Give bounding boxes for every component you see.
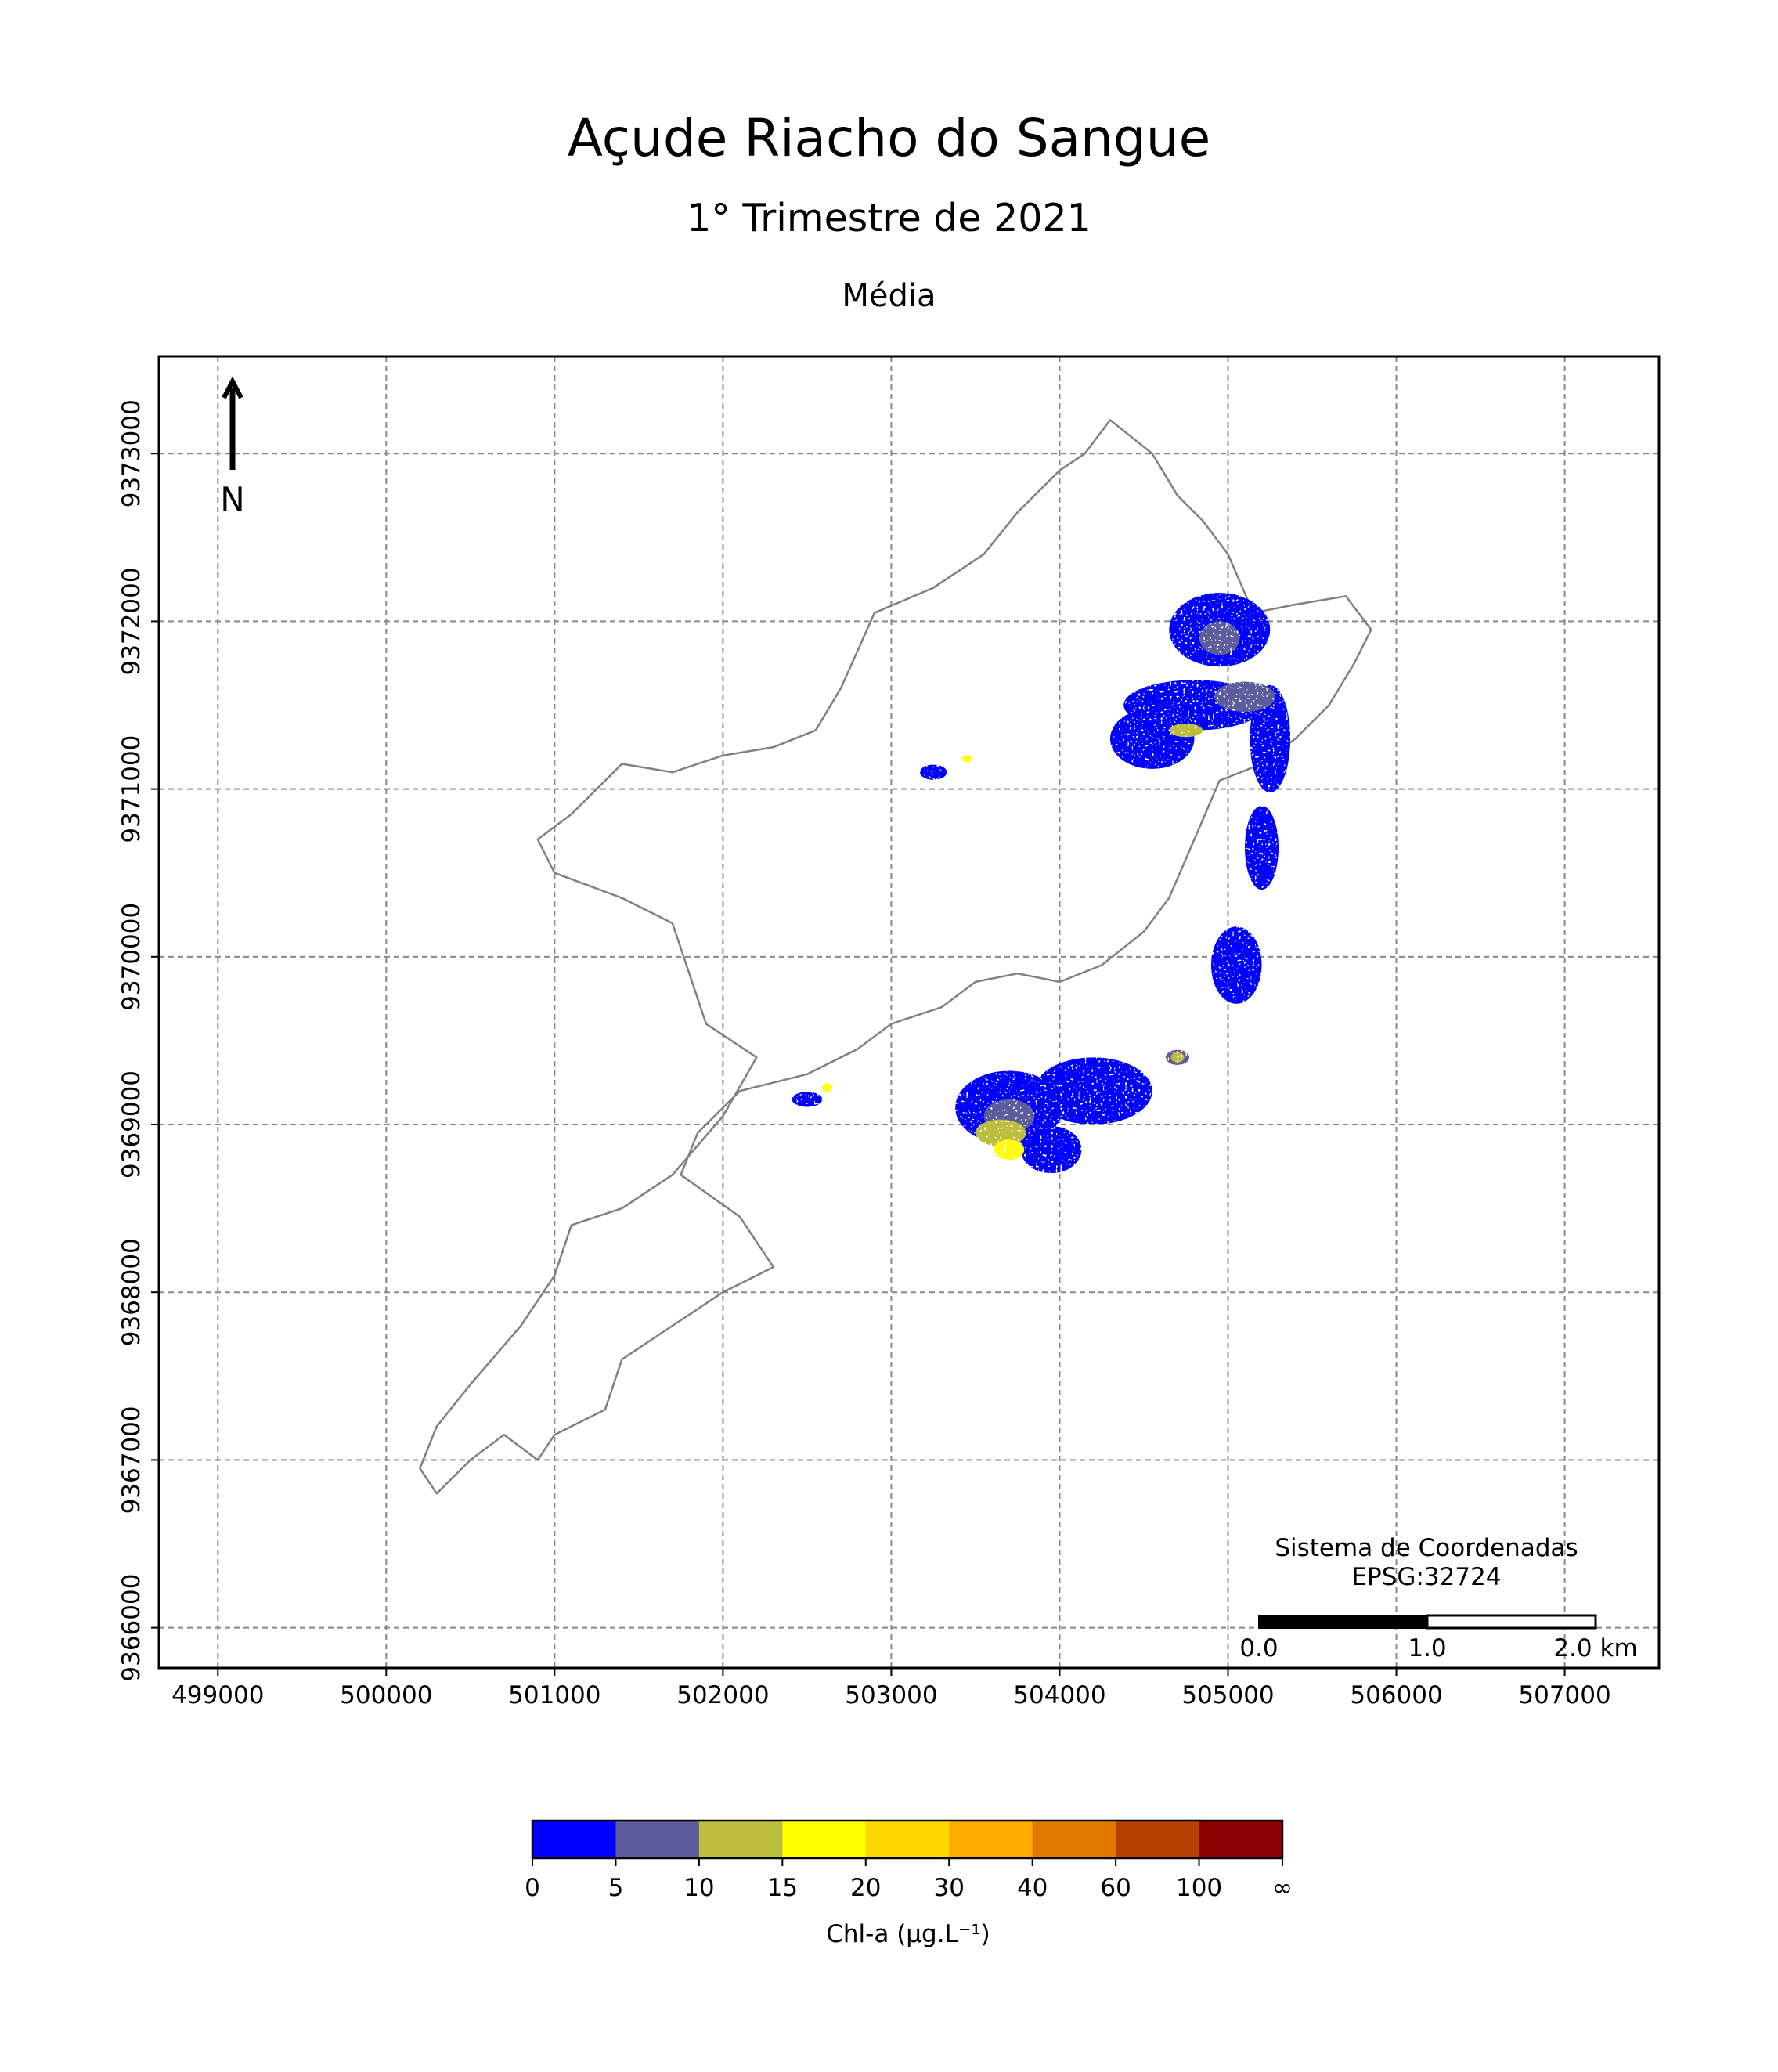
colorbar: 0 5 10 15 20 30 40 60 100 ∞: [525, 1819, 1293, 1902]
x-tick-label: 502000: [676, 1681, 769, 1709]
colorbar-tick-label: ∞: [1272, 1874, 1293, 1902]
scale-label-0: 0.0: [1239, 1634, 1278, 1662]
chl-patch-0-5: [1021, 1126, 1082, 1174]
colorbar-tick-label: 10: [683, 1874, 714, 1902]
colorbar-tick-label: 30: [933, 1874, 964, 1902]
chlorophyll-raster: [792, 593, 1291, 1174]
chl-patch-5-10: [1199, 621, 1240, 655]
x-tick-label: 504000: [1013, 1681, 1105, 1709]
y-tick-label: 9373000: [117, 399, 146, 507]
y-tick-label: 9366000: [117, 1574, 146, 1682]
colorbar-tick-label: 20: [850, 1874, 881, 1902]
chl-patch-10-15: [1169, 724, 1203, 738]
chl-patch-0-5: [792, 1092, 823, 1107]
chl-patch-0-5: [1245, 806, 1279, 890]
colorbar-swatch: [1116, 1821, 1200, 1858]
chl-patch-0-5: [1109, 708, 1195, 769]
chl-patch-15-20: [961, 755, 972, 763]
y-tick-label: 9367000: [117, 1406, 146, 1514]
x-tick-label: 503000: [845, 1681, 937, 1709]
chl-patch-5-10: [1214, 681, 1275, 713]
colorbar-swatch: [615, 1821, 700, 1858]
y-axis-ticks: 9366000 9367000 9368000 9369000 9370000 93710…: [117, 399, 159, 1682]
colorbar-swatch: [949, 1821, 1033, 1858]
map-title: Açude Riacho do Sangue: [567, 108, 1211, 168]
colorbar-tick-label: 100: [1176, 1874, 1222, 1902]
colorbar-tick-label: 40: [1017, 1874, 1048, 1902]
plot-frame: [157, 355, 1661, 1670]
x-tick-label: 505000: [1181, 1681, 1274, 1709]
x-tick-label: 506000: [1350, 1681, 1442, 1709]
crs-line-1: Sistema de Coordenadas: [1275, 1534, 1578, 1562]
scale-bar-black-segment: [1258, 1615, 1428, 1629]
colorbar-label: Chl-a (μg.L⁻¹): [826, 1920, 990, 1948]
reservoir-outline-path: [419, 419, 1372, 1495]
colorbar-swatch: [698, 1821, 783, 1858]
colorbar-frame: [531, 1819, 1284, 1860]
colorbar-tick-label: 0: [525, 1874, 540, 1902]
x-tick-label: 499000: [171, 1681, 264, 1709]
scale-bar-white-segment: [1426, 1614, 1597, 1630]
north-arrow: N: [220, 376, 245, 518]
colorbar-swatch: [532, 1821, 616, 1858]
chl-patch-0-5: [919, 764, 947, 780]
chl-patch-10-15: [975, 1119, 1026, 1146]
x-tick-label: 507000: [1518, 1681, 1610, 1709]
map-subtitle: 1° Trimestre de 2021: [687, 196, 1091, 240]
crs-note: Sistema de Coordenadas EPSG:32724: [1275, 1534, 1578, 1591]
colorbar-swatch: [782, 1821, 867, 1858]
colorbar-tick-label: 5: [608, 1874, 624, 1902]
scale-bar: 0.0 1.0 2.0 km: [1239, 1614, 1638, 1662]
chl-patch-0-5: [1210, 926, 1262, 1004]
chl-patch-10-15: [1170, 1052, 1185, 1063]
y-tick-label: 9368000: [117, 1238, 146, 1346]
scale-label-2: 2.0 km: [1553, 1634, 1637, 1662]
panel-title: Média: [842, 278, 936, 314]
gridlines: [159, 356, 1659, 1668]
x-tick-label: 500000: [340, 1681, 432, 1709]
chl-patch-15-20: [822, 1083, 833, 1092]
colorbar-swatch: [1199, 1821, 1283, 1858]
reservoir-outline: [419, 419, 1372, 1495]
colorbar-swatch: [1032, 1821, 1116, 1858]
x-tick-label: 501000: [508, 1681, 600, 1709]
scale-label-1: 1.0: [1408, 1634, 1446, 1662]
x-axis-ticks: 499000 500000 501000 502000 503000 504000 5050…: [171, 1668, 1611, 1709]
crs-line-2: EPSG:32724: [1351, 1563, 1501, 1591]
y-tick-label: 9370000: [117, 903, 146, 1011]
y-tick-label: 9372000: [117, 567, 146, 675]
colorbar-tick-label: 15: [767, 1874, 798, 1902]
north-label: N: [220, 480, 244, 518]
y-tick-label: 9369000: [117, 1070, 146, 1179]
colorbar-tick-label: 60: [1100, 1874, 1131, 1902]
chl-patch-15-20: [994, 1139, 1025, 1160]
chl-patch-0-5: [1250, 684, 1291, 792]
north-arrowhead-icon: [222, 376, 243, 399]
y-tick-label: 9371000: [117, 735, 146, 843]
colorbar-swatch: [865, 1821, 950, 1858]
chl-patch-0-5: [1034, 1057, 1152, 1125]
